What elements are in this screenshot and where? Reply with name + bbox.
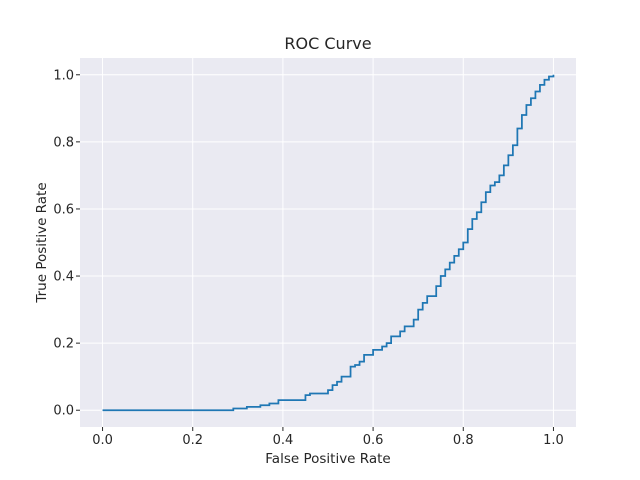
x-tick-label: 0.4 [273,433,294,448]
x-tick-label: 0.2 [182,433,203,448]
chart-title: ROC Curve [284,34,371,53]
x-tick-label: 1.0 [543,433,564,448]
y-tick-label: 0.0 [53,404,74,419]
y-axis-label: True Positive Rate [34,182,50,303]
x-tick-label: 0.0 [92,433,113,448]
x-axis-label: False Positive Rate [265,451,390,467]
series-layer [102,74,555,412]
roc-curve-line [102,74,555,412]
y-tick-label: 0.8 [53,135,74,150]
x-tick-label: 0.6 [363,433,384,448]
y-tick-label: 0.2 [53,337,74,352]
plot-background [80,58,576,427]
y-tick-label: 1.0 [53,68,74,83]
tick-layer: 0.0 0.2 0.4 0.6 0.8 1.0 0.0 0.2 0.4 0.6 0.8 1.0 [53,68,563,448]
y-tick-label: 0.6 [53,202,74,217]
y-tick-label: 0.4 [53,270,74,285]
x-tick-label: 0.8 [453,433,474,448]
